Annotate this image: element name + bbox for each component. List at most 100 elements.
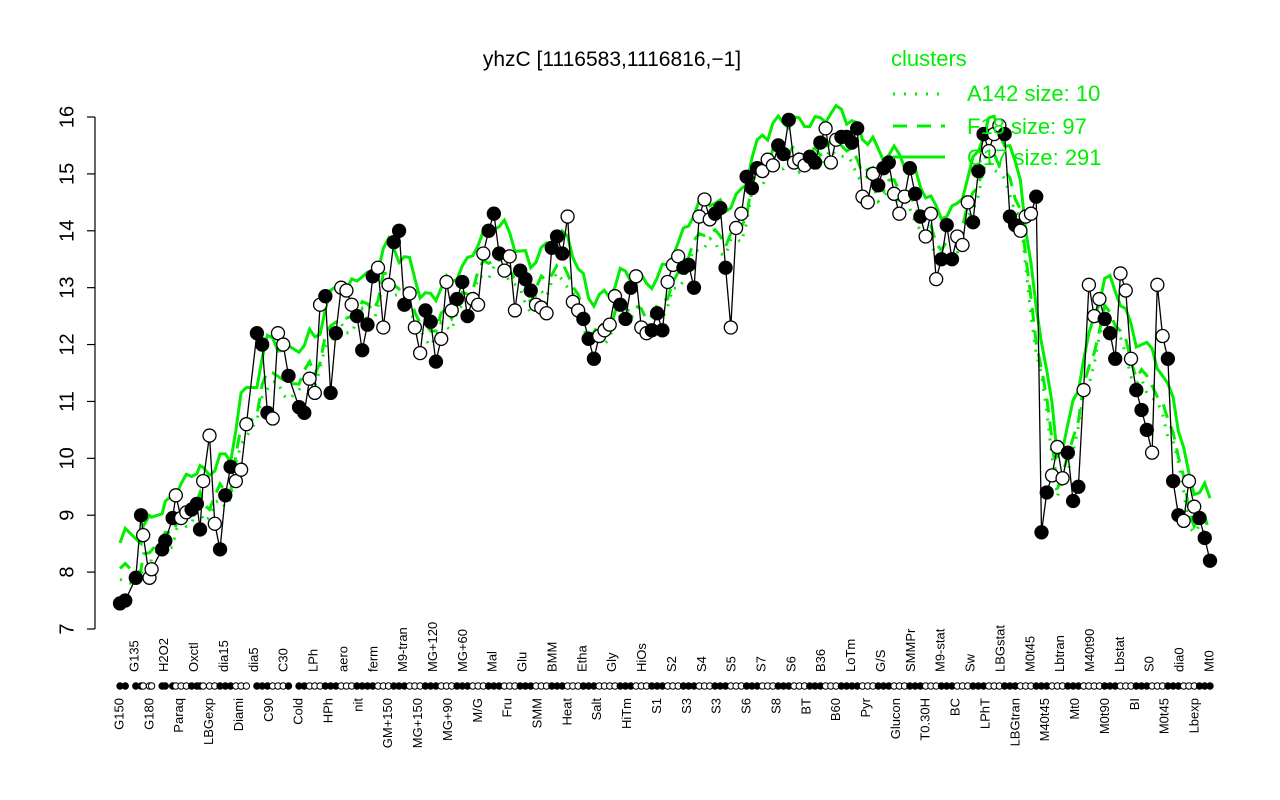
data-point — [239, 417, 254, 432]
y-tick-label: 7 — [56, 623, 78, 634]
expression-series — [112, 112, 1218, 611]
x-tick-label: Paraq — [171, 698, 186, 733]
data-point — [486, 206, 502, 221]
x-tick-label: Lbstat — [1112, 636, 1127, 672]
data-point — [823, 155, 839, 170]
x-tick-label: M0t90 — [1097, 698, 1112, 734]
data-point — [1144, 445, 1160, 460]
x-tick-label: BC — [948, 698, 963, 716]
data-point — [739, 169, 754, 184]
data-point — [360, 317, 375, 332]
data-point — [981, 143, 996, 159]
data-point — [1055, 471, 1070, 486]
data-point — [1202, 553, 1218, 568]
data-point — [997, 126, 1012, 142]
data-point — [713, 200, 728, 216]
data-point — [228, 473, 243, 489]
data-point — [281, 368, 296, 383]
data-point — [1108, 351, 1123, 366]
data-point — [386, 235, 401, 250]
data-point — [902, 161, 918, 176]
y-tick-label: 13 — [56, 277, 78, 299]
data-point — [1092, 291, 1107, 307]
x-tick-label: M0t45 — [1157, 698, 1172, 734]
data-point — [444, 303, 459, 318]
data-point — [460, 308, 475, 324]
x-tick-label: Heat — [559, 698, 574, 726]
x-tick-label: Salt — [589, 698, 604, 721]
x-tick-label: MG+90 — [440, 698, 455, 741]
rug-marker — [199, 682, 207, 690]
chart-title: yhzC [1116583,1116816,−1] — [483, 48, 741, 71]
x-tick-label: Pyr — [858, 697, 873, 717]
x-tick-label: S3 — [709, 698, 724, 714]
x-tick-label: S1 — [649, 698, 664, 714]
data-point — [655, 323, 670, 338]
data-point — [744, 180, 760, 196]
x-tick-label: Diami — [231, 698, 246, 731]
x-tick-label: HiTm — [619, 698, 634, 729]
data-point — [158, 533, 173, 548]
data-point — [1065, 493, 1081, 509]
data-point — [960, 195, 975, 210]
x-tick-label: S6 — [739, 698, 754, 714]
data-point — [412, 345, 428, 361]
data-point — [302, 371, 317, 386]
legend-entry-c17: C17 size: 291 — [967, 145, 1102, 170]
x-tick-label: S6 — [783, 656, 798, 672]
data-point — [518, 271, 533, 287]
data-point — [613, 297, 628, 312]
data-point — [370, 260, 386, 275]
data-point — [560, 209, 575, 224]
y-tick-label: 14 — [56, 220, 78, 242]
data-point — [323, 385, 338, 401]
x-tick-label: M40t90 — [1082, 629, 1097, 672]
x-tick-label: SMMPr — [903, 628, 918, 672]
x-tick-label: dia15 — [216, 640, 231, 672]
x-tick-label: S7 — [753, 656, 768, 672]
data-point — [686, 280, 702, 295]
data-point — [728, 220, 744, 236]
legend-entry-f18: F18 size: 97 — [967, 114, 1087, 139]
legend: clusters A142 size: 10 F18 size: 97 C17 … — [891, 46, 1102, 170]
data-point — [602, 317, 617, 332]
data-point — [265, 411, 280, 426]
data-point — [623, 280, 638, 295]
x-tick-label: LPh — [306, 649, 321, 672]
data-point — [1039, 485, 1054, 500]
x-tick-label: Glu — [515, 652, 530, 672]
data-point — [844, 135, 860, 150]
data-point — [1187, 499, 1202, 514]
x-tick-label: Lbtran — [1052, 635, 1067, 672]
data-point — [918, 229, 933, 244]
data-point — [1102, 326, 1118, 341]
data-point — [555, 246, 570, 261]
data-point — [923, 206, 939, 221]
x-tick-label: Oxctl — [186, 642, 201, 672]
y-tick-label: 8 — [56, 567, 78, 578]
data-point — [502, 249, 517, 264]
data-point — [1118, 283, 1133, 298]
data-point — [1060, 445, 1075, 460]
data-point — [439, 274, 454, 290]
x-tick-label: LBGexp — [201, 698, 216, 745]
data-point — [270, 326, 286, 341]
data-point — [1034, 525, 1049, 540]
x-tick-label: S3 — [679, 698, 694, 714]
data-point — [381, 277, 396, 292]
data-point — [576, 311, 591, 327]
data-point — [929, 271, 944, 287]
data-point — [136, 527, 151, 543]
x-tick-label: LPhT — [977, 698, 992, 729]
data-point — [944, 252, 960, 267]
x-tick-label: LoTm — [843, 639, 858, 672]
data-point — [355, 343, 370, 358]
data-point — [971, 163, 986, 179]
rug-marker — [1206, 682, 1214, 690]
x-tick-label: Glucon — [888, 698, 903, 739]
data-point — [1071, 479, 1086, 494]
x-tick-label: Mt0 — [1067, 698, 1082, 720]
data-point — [765, 158, 781, 173]
x-tick-label: Cold — [291, 698, 306, 725]
